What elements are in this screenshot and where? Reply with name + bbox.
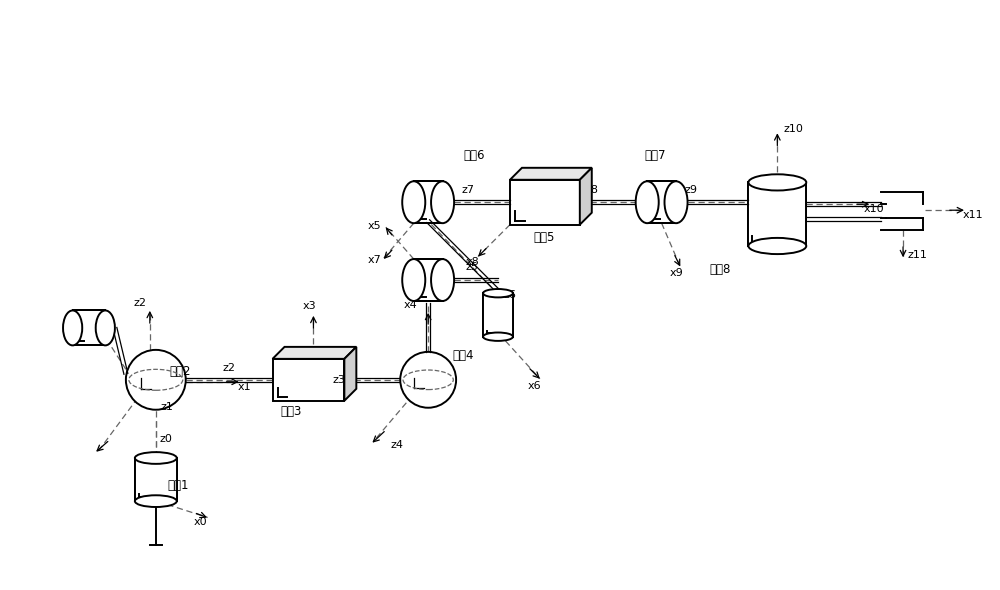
Circle shape <box>126 350 186 409</box>
Text: z5: z5 <box>465 262 478 272</box>
Polygon shape <box>344 347 356 401</box>
Text: x3: x3 <box>302 301 316 311</box>
Text: z11: z11 <box>907 250 927 260</box>
Polygon shape <box>580 168 592 225</box>
Text: z6: z6 <box>504 290 517 300</box>
Polygon shape <box>483 293 513 337</box>
Ellipse shape <box>483 289 513 297</box>
Text: 关节4: 关节4 <box>452 349 474 362</box>
Text: z2: z2 <box>134 298 147 308</box>
Text: z4: z4 <box>390 440 403 450</box>
Polygon shape <box>748 182 806 246</box>
Ellipse shape <box>135 452 177 464</box>
Polygon shape <box>647 181 676 223</box>
Ellipse shape <box>63 310 82 345</box>
Ellipse shape <box>748 238 806 254</box>
Text: x1: x1 <box>238 382 251 392</box>
Text: x8: x8 <box>466 257 480 267</box>
Ellipse shape <box>636 181 659 223</box>
Ellipse shape <box>483 333 513 341</box>
Polygon shape <box>510 168 592 180</box>
Text: z3: z3 <box>332 375 345 385</box>
Text: x5: x5 <box>368 221 381 231</box>
Text: 关节7: 关节7 <box>645 149 666 162</box>
Text: z0: z0 <box>160 434 173 444</box>
Text: x11: x11 <box>963 210 984 220</box>
Polygon shape <box>273 359 344 401</box>
Polygon shape <box>273 347 356 359</box>
Polygon shape <box>414 259 443 301</box>
Ellipse shape <box>748 174 806 191</box>
Ellipse shape <box>665 181 688 223</box>
Polygon shape <box>510 180 580 225</box>
Ellipse shape <box>431 259 454 301</box>
Ellipse shape <box>431 181 454 223</box>
Circle shape <box>400 352 456 408</box>
Text: z2: z2 <box>223 363 236 373</box>
Polygon shape <box>414 181 443 223</box>
Text: x6: x6 <box>528 381 542 391</box>
Text: z9: z9 <box>684 185 697 195</box>
Text: 关节3: 关节3 <box>281 405 302 418</box>
Text: 关节2: 关节2 <box>170 365 191 378</box>
Text: x9: x9 <box>670 268 683 278</box>
Text: 关节1: 关节1 <box>168 478 189 491</box>
Polygon shape <box>135 458 177 501</box>
Text: z10: z10 <box>783 124 803 135</box>
Text: z7: z7 <box>461 185 474 195</box>
Ellipse shape <box>402 181 425 223</box>
Text: x0: x0 <box>194 517 207 527</box>
Text: x10: x10 <box>864 204 885 214</box>
Polygon shape <box>73 310 105 345</box>
Ellipse shape <box>402 259 425 301</box>
Text: z8: z8 <box>586 185 599 195</box>
Ellipse shape <box>135 495 177 507</box>
Text: 关节8: 关节8 <box>710 263 731 276</box>
Text: z1: z1 <box>161 402 174 412</box>
Text: 关节5: 关节5 <box>533 231 554 244</box>
Text: 关节6: 关节6 <box>463 149 485 162</box>
Ellipse shape <box>96 310 115 345</box>
Text: x4: x4 <box>403 300 417 310</box>
Text: x7: x7 <box>368 255 382 265</box>
